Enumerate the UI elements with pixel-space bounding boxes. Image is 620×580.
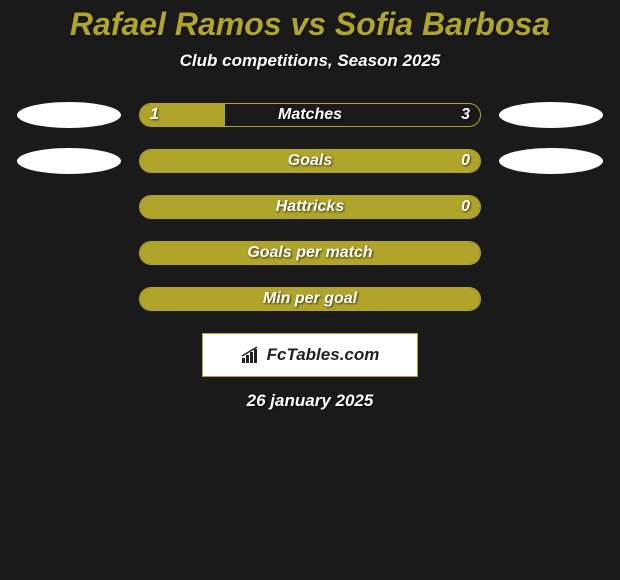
stat-label: Goals [140,150,480,172]
stat-row: Min per goal [0,287,620,311]
title-text: Rafael Ramos vs Sofia Barbosa [70,6,550,42]
player1-avatar-oval [17,148,121,174]
stat-label: Min per goal [140,288,480,310]
player2-avatar-oval [499,102,603,128]
stat-bar: Min per goal [139,287,481,311]
date-value: 26 january 2025 [247,391,374,410]
page-title: Rafael Ramos vs Sofia Barbosa [0,0,620,43]
stat-row: 0Goals [0,149,620,173]
subtitle: Club competitions, Season 2025 [0,51,620,71]
chart-icon [241,346,263,364]
stat-label: Hattricks [140,196,480,218]
stat-bar: 13Matches [139,103,481,127]
brand-text: FcTables.com [267,345,380,365]
stat-label: Matches [140,104,480,126]
subtitle-text: Club competitions, Season 2025 [180,51,441,70]
stat-label: Goals per match [140,242,480,264]
comparison-rows: 13Matches 0Goals 0Hattricks Goals per match… [0,103,620,311]
stat-bar: Goals per match [139,241,481,265]
stat-bar: 0Goals [139,149,481,173]
date-text: 26 january 2025 [0,391,620,411]
stat-row: Goals per match [0,241,620,265]
brand-box: FcTables.com [202,333,418,377]
stat-bar: 0Hattricks [139,195,481,219]
player2-avatar-oval [499,148,603,174]
stat-row: 0Hattricks [0,195,620,219]
player1-avatar-oval [17,102,121,128]
stat-row: 13Matches [0,103,620,127]
